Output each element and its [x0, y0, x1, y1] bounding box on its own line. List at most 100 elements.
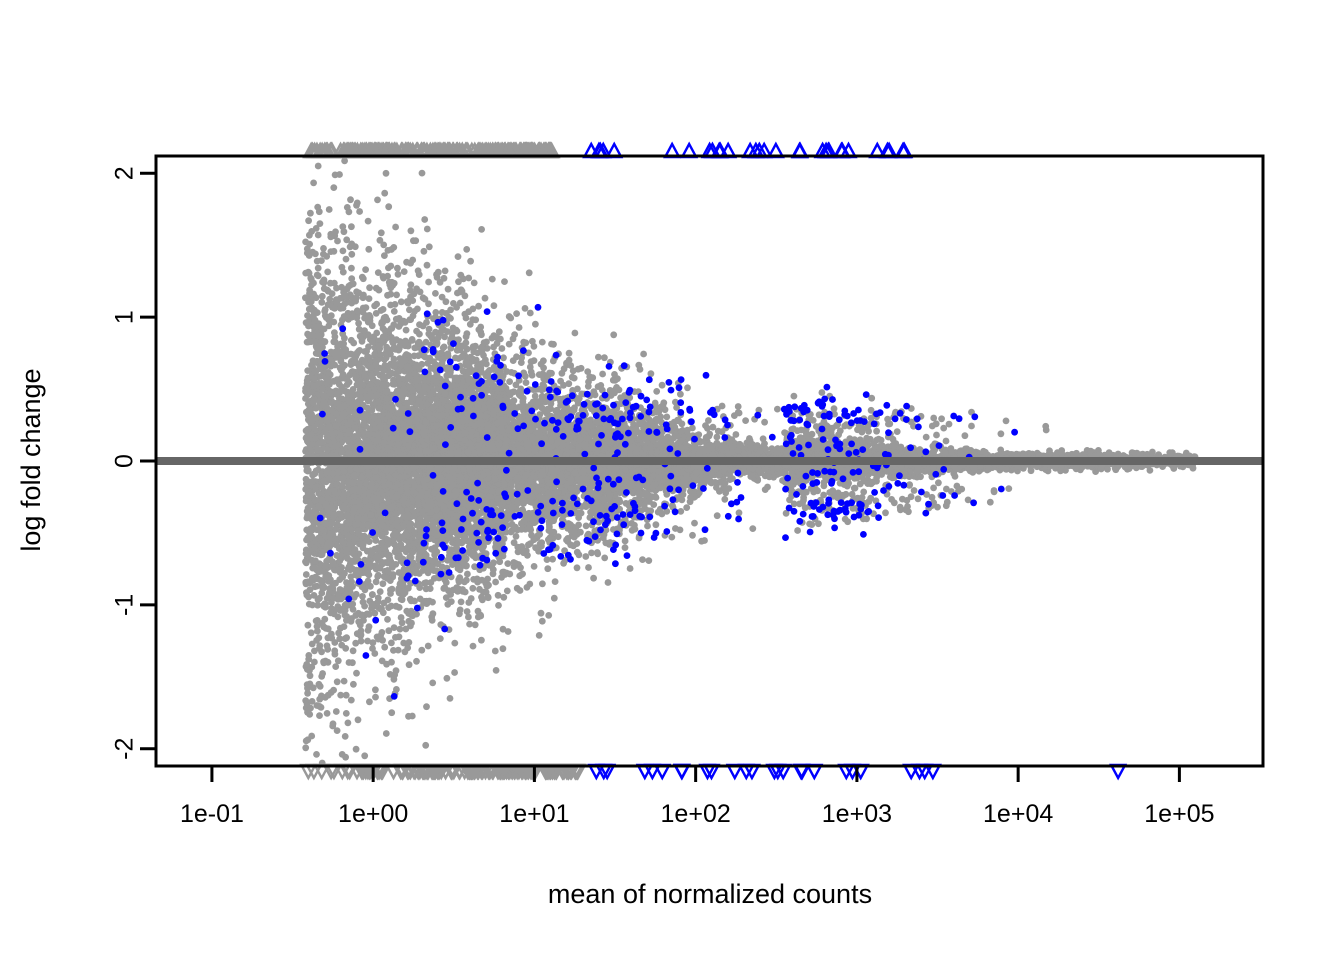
scatter-point [923, 491, 930, 498]
scatter-point [314, 601, 321, 609]
scatter-point [495, 602, 502, 609]
scatter-point [324, 301, 332, 308]
scatter-point [369, 591, 376, 598]
scatter-point [372, 693, 379, 701]
scatter-point [336, 635, 344, 643]
scatter-point [526, 309, 534, 317]
scatter-point [601, 354, 608, 362]
scatter-point [679, 491, 687, 498]
scatter-point [372, 686, 379, 694]
scatter-point [310, 179, 317, 187]
scatter-point [394, 264, 401, 272]
scatter-point [362, 266, 369, 273]
scatter-point [310, 592, 318, 599]
scatter-point [463, 246, 471, 253]
scatter-point [394, 646, 402, 654]
scatter-point [380, 241, 388, 249]
scatter-point [387, 301, 394, 309]
scatter-point [626, 565, 634, 572]
scatter-point [331, 647, 339, 655]
scatter-point [405, 661, 413, 669]
scatter-point [530, 563, 538, 570]
scatter-point [818, 389, 826, 396]
scatter-point [467, 257, 474, 265]
scatter-point [548, 340, 555, 348]
scatter-point [348, 264, 355, 272]
scatter-point [933, 431, 940, 439]
scatter-point [454, 253, 462, 260]
scatter-point [338, 751, 346, 758]
scatter-point [573, 540, 581, 547]
scatter-point [319, 670, 326, 677]
scatter-point [968, 422, 975, 430]
scatter-point [316, 712, 323, 719]
scatter-point [505, 340, 513, 348]
scatter-point [308, 698, 316, 705]
scatter-point [537, 609, 545, 617]
scatter-point [376, 236, 384, 244]
scatter-point [652, 521, 660, 529]
scatter-point [691, 519, 698, 527]
scatter-point [543, 556, 551, 563]
scatter-point [352, 745, 360, 753]
scatter-point [882, 509, 889, 517]
scatter-point [790, 392, 798, 400]
scatter-point [379, 306, 387, 313]
scatter-point [922, 433, 930, 441]
scatter-point [461, 310, 469, 318]
scatter-point [535, 632, 543, 639]
scatter-point [432, 290, 439, 297]
scatter-point [961, 432, 969, 440]
scatter-point [383, 346, 391, 354]
scatter-point [343, 634, 350, 642]
scatter-point [304, 689, 311, 697]
scatter-point [484, 594, 492, 602]
scatter-point [488, 275, 496, 283]
scatter-point [418, 169, 426, 177]
scatter-point [503, 587, 511, 595]
scatter-point [491, 647, 499, 655]
scatter-point [341, 157, 348, 165]
scatter-point [353, 669, 360, 677]
scatter-point [441, 333, 448, 341]
scatter-point [451, 639, 459, 647]
scatter-point [644, 522, 651, 530]
scatter-point [307, 629, 315, 637]
scatter-point [471, 621, 479, 629]
scatter-point [388, 658, 395, 666]
scatter-point [312, 250, 319, 258]
scatter-point [349, 647, 357, 655]
scatter-point [545, 612, 553, 619]
scatter-point [463, 608, 471, 615]
scatter-point [469, 584, 477, 592]
scatter-point [325, 206, 333, 213]
scatter-point [348, 250, 356, 258]
scatter-point [305, 593, 312, 601]
scatter-point [405, 617, 413, 625]
scatter-point [905, 508, 912, 516]
scatter-point [425, 300, 432, 308]
scatter-point [683, 504, 691, 511]
scatter-point [365, 245, 373, 253]
scatter-point [544, 565, 552, 573]
scatter-point [436, 635, 444, 642]
scatter-point [392, 223, 399, 231]
scatter-point [418, 646, 426, 654]
scatter-point [689, 531, 696, 539]
scatter-point [439, 344, 447, 352]
scatter-point [446, 695, 454, 702]
scatter-point [304, 621, 312, 629]
scatter-point [444, 285, 452, 293]
scatter-point [323, 710, 331, 717]
scatter-point [330, 184, 338, 192]
scatter-point [492, 578, 499, 586]
scatter-point [742, 417, 749, 424]
scatter-point [713, 433, 721, 441]
scatter-point [394, 270, 402, 278]
scatter-point [316, 682, 324, 690]
scatter-point [406, 306, 413, 314]
scatter-point [421, 216, 429, 223]
scatter-point [470, 279, 478, 287]
scatter-point [392, 634, 399, 641]
